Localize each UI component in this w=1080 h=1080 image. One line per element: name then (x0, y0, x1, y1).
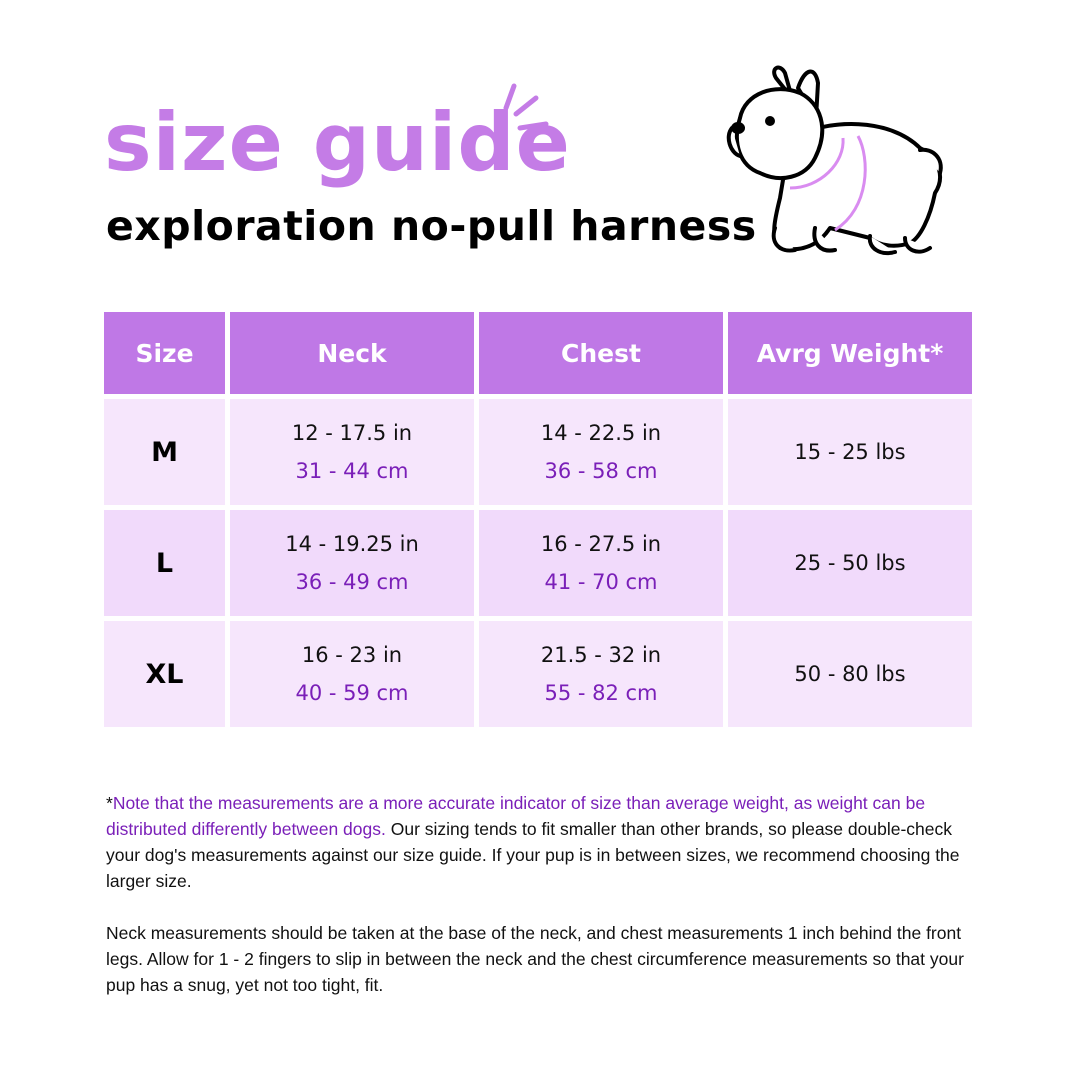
table-header-row: Size Neck Chest Avrg Weight* (104, 312, 972, 394)
neck-cell: 14 - 19.25 in 36 - 49 cm (230, 510, 474, 616)
note-text: Our sizing tends to fit smaller than oth… (106, 819, 960, 891)
chest-inches: 14 - 22.5 in (540, 421, 662, 445)
neck-inches: 14 - 19.25 in (285, 532, 419, 556)
sparkle-icon (503, 83, 549, 131)
chest-cell: 14 - 22.5 in 36 - 58 cm (479, 399, 723, 505)
weight-cell: 15 - 25 lbs (728, 399, 972, 505)
asterisk: * (106, 793, 113, 813)
sizing-notes: *Note that the measurements are a more a… (106, 790, 976, 1024)
table-row: L 14 - 19.25 in 36 - 49 cm 16 - 27.5 in 41… (104, 510, 972, 616)
chest-cell: 16 - 27.5 in 41 - 70 cm (479, 510, 723, 616)
chest-inches: 21.5 - 32 in (540, 643, 662, 667)
chest-cm: 41 - 70 cm (544, 570, 658, 594)
chest-inches: 16 - 27.5 in (540, 532, 662, 556)
page-subtitle: exploration no-pull harness (106, 202, 757, 250)
table-row: M 12 - 17.5 in 31 - 44 cm 14 - 22.5 in 36 … (104, 399, 972, 505)
neck-cell: 16 - 23 in 40 - 59 cm (230, 621, 474, 727)
column-header-neck: Neck (230, 312, 474, 394)
table-row: XL 16 - 23 in 40 - 59 cm 21.5 - 32 in 55 -… (104, 621, 972, 727)
note-paragraph-2: Neck measurements should be taken at the… (106, 923, 964, 995)
chest-cell: 21.5 - 32 in 55 - 82 cm (479, 621, 723, 727)
weight-cell: 50 - 80 lbs (728, 621, 972, 727)
neck-cm: 31 - 44 cm (295, 459, 409, 483)
page-title: size guide (104, 96, 571, 189)
neck-inches: 16 - 23 in (301, 643, 403, 667)
size-cell: M (104, 399, 225, 505)
neck-cell: 12 - 17.5 in 31 - 44 cm (230, 399, 474, 505)
chest-cm: 55 - 82 cm (544, 681, 658, 705)
neck-cm: 36 - 49 cm (295, 570, 409, 594)
column-header-weight: Avrg Weight* (728, 312, 972, 394)
neck-inches: 12 - 17.5 in (291, 421, 413, 445)
weight-cell: 25 - 50 lbs (728, 510, 972, 616)
size-table: Size Neck Chest Avrg Weight* M 12 - 17.5… (99, 307, 977, 732)
chest-cm: 36 - 58 cm (544, 459, 658, 483)
note-paragraph-1: *Note that the measurements are a more a… (106, 790, 976, 894)
neck-cm: 40 - 59 cm (295, 681, 409, 705)
french-bulldog-illustration (726, 65, 943, 255)
size-cell: XL (104, 621, 225, 727)
column-header-size: Size (104, 312, 225, 394)
size-cell: L (104, 510, 225, 616)
note-highlight: Note that the measurements are a more ac… (106, 793, 926, 839)
column-header-chest: Chest (479, 312, 723, 394)
